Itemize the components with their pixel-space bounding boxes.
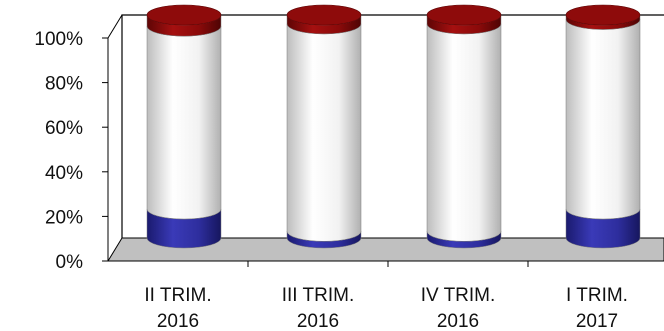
bar-segment: [286, 23, 362, 242]
x-category-label: IV TRIM. 2016: [421, 285, 496, 331]
y-tick-label: 0%: [56, 252, 84, 273]
bar-segment: [565, 4, 641, 30]
x-category-label-line: I TRIM.: [566, 285, 628, 306]
y-axis-ticks: 0% 20% 40% 60% 80% 100%: [34, 29, 108, 273]
x-category-label-line: 2017: [576, 311, 618, 331]
x-category-label-line: IV TRIM.: [421, 285, 496, 306]
y-tick-label: 60%: [45, 118, 83, 139]
bars: [146, 4, 641, 249]
x-axis-labels: II TRIM. 2016 III TRIM. 2016 IV TRIM. 2016 I T…: [144, 261, 628, 331]
x-category-label-line: 2016: [297, 311, 339, 331]
x-category-label: I TRIM. 2017: [566, 285, 628, 331]
side-wall-edge: [107, 14, 123, 39]
x-category-label-line: 2016: [437, 311, 479, 331]
bar-segment: [146, 4, 222, 37]
x-category-label: III TRIM. 2016: [282, 285, 354, 331]
x-category-label-line: II TRIM.: [144, 285, 211, 306]
y-tick-label: 80%: [45, 74, 83, 95]
y-tick-label: 20%: [45, 207, 83, 228]
y-tick-label: 40%: [45, 163, 83, 184]
bar-segment: [146, 26, 222, 220]
x-category-label-line: III TRIM.: [282, 285, 354, 306]
bar-segment: [286, 4, 362, 35]
x-category-label-line: 2016: [157, 311, 199, 331]
bar-segment: [565, 19, 641, 220]
bar-segment: [426, 4, 502, 35]
x-category-label: II TRIM. 2016: [144, 285, 211, 331]
y-tick-label: 100%: [34, 29, 83, 50]
bar-segment: [426, 23, 502, 242]
